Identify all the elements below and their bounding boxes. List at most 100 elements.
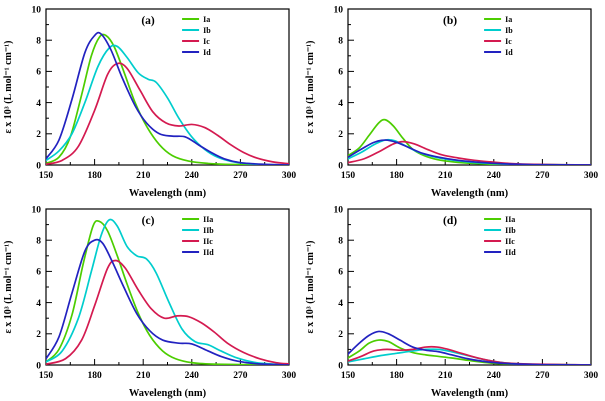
- curve-Id: [348, 139, 591, 165]
- legend-label-IIc: IIc: [203, 237, 213, 246]
- x-axis-label: Wavelength (nm): [129, 188, 207, 199]
- x-tick-label: 210: [136, 371, 151, 381]
- x-tick-label: 210: [438, 371, 453, 381]
- y-tick-label: 6: [338, 68, 343, 78]
- legend-label-IId: IId: [505, 248, 516, 257]
- y-tick-label: 0: [338, 161, 343, 171]
- y-tick-label: 0: [338, 361, 343, 371]
- curve-IId: [348, 330, 591, 365]
- y-axis-label: ε x 10³ (L mol⁻¹ cm⁻¹): [3, 41, 14, 134]
- chart-panel-c: 150 180 210 240 270 300 0 2 4 6 8 10 Wavelength (nm)…: [3, 205, 297, 399]
- legend-label-Ib: Ib: [203, 26, 211, 35]
- curve-IIc: [348, 345, 591, 365]
- legend-label-Ic: Ic: [203, 37, 210, 46]
- curve-IIc: [46, 259, 289, 365]
- x-tick-label: 240: [487, 171, 502, 181]
- y-tick-label: 6: [338, 268, 343, 278]
- panel-b: 150 180 210 240 270 300 0 2 4 6 8 10 Wavelength (nm)…: [302, 0, 604, 200]
- y-tick-label: 8: [338, 37, 343, 47]
- y-tick-label: 2: [338, 330, 343, 340]
- y-tick-label: 2: [338, 130, 343, 140]
- x-tick-label: 180: [87, 371, 102, 381]
- panel-label: (d): [443, 215, 457, 227]
- y-tick-label: 2: [36, 130, 41, 140]
- legend-label-IId: IId: [203, 248, 214, 257]
- legend-label-Ic: Ic: [505, 37, 512, 46]
- curve-IIa: [46, 219, 289, 365]
- y-tick-label: 0: [36, 161, 41, 171]
- x-tick-label: 180: [87, 171, 102, 181]
- legend-label-IIc: IIc: [505, 237, 515, 246]
- y-tick-label: 4: [338, 299, 343, 309]
- curves-group: [46, 218, 289, 365]
- x-tick-label: 270: [233, 171, 248, 181]
- x-tick-label: 180: [389, 171, 404, 181]
- x-axis-label: Wavelength (nm): [431, 188, 509, 199]
- x-axis-label: Wavelength (nm): [129, 388, 207, 399]
- x-tick-label: 150: [341, 171, 356, 181]
- x-tick-label: 300: [584, 371, 599, 381]
- panel-label: (b): [443, 15, 457, 27]
- panel-a: 150 180 210 240 270 300 0 2 4 6 8 10 Wavelength (nm)…: [0, 0, 302, 200]
- y-tick-label: 10: [334, 5, 344, 15]
- x-tick-label: 210: [438, 171, 453, 181]
- curves-group: [348, 330, 591, 365]
- x-axis-label: Wavelength (nm): [431, 388, 509, 399]
- curves-group: [348, 118, 591, 165]
- legend-label-IIb: IIb: [505, 226, 516, 235]
- plot-frame: [45, 8, 290, 166]
- y-axis-label: ε x 10³ (L mol⁻¹ cm⁻¹): [3, 241, 14, 334]
- legend-label-Id: Id: [203, 48, 211, 57]
- x-tick-label: 240: [185, 171, 200, 181]
- y-axis-label: ε x 10³ (L mol⁻¹ cm⁻¹): [305, 41, 316, 134]
- y-tick-label: 0: [36, 361, 41, 371]
- y-axis-label: ε x 10³ (L mol⁻¹ cm⁻¹): [305, 241, 316, 334]
- y-tick-label: 6: [36, 268, 41, 278]
- x-tick-label: 210: [136, 171, 151, 181]
- legend-label-Ib: Ib: [505, 26, 513, 35]
- panel-c: 150 180 210 240 270 300 0 2 4 6 8 10 Wavelength (nm)…: [0, 200, 302, 400]
- chart-panel-b: 150 180 210 240 270 300 0 2 4 6 8 10 Wavelength (nm)…: [305, 5, 599, 199]
- curves-group: [46, 31, 289, 165]
- plot-frame: [347, 8, 592, 166]
- x-tick-label: 300: [282, 171, 297, 181]
- y-tick-label: 8: [36, 37, 41, 47]
- curve-Ib: [46, 44, 289, 165]
- panel-label: (c): [142, 215, 155, 227]
- y-tick-label: 10: [334, 205, 344, 215]
- chart-panel-d: 150 180 210 240 270 300 0 2 4 6 8 10 Wavelength (nm)…: [305, 205, 599, 399]
- legend-label-IIa: IIa: [203, 215, 213, 224]
- x-tick-label: 270: [535, 371, 550, 381]
- y-tick-label: 8: [338, 237, 343, 247]
- y-tick-label: 4: [338, 99, 343, 109]
- x-tick-label: 180: [389, 371, 404, 381]
- curve-IIb: [46, 218, 289, 365]
- y-tick-label: 4: [36, 99, 41, 109]
- x-tick-label: 150: [341, 371, 356, 381]
- legend-label-IIb: IIb: [203, 226, 214, 235]
- x-tick-label: 270: [535, 171, 550, 181]
- curve-IIa: [348, 339, 591, 365]
- x-tick-label: 270: [233, 371, 248, 381]
- x-tick-label: 240: [185, 371, 200, 381]
- plot-frame: [347, 208, 592, 366]
- curve-Ia: [348, 118, 591, 165]
- legend-label-Id: Id: [505, 48, 513, 57]
- legend-label-Ia: Ia: [505, 15, 512, 24]
- panel-d: 150 180 210 240 270 300 0 2 4 6 8 10 Wavelength (nm)…: [302, 200, 604, 400]
- x-tick-label: 300: [282, 371, 297, 381]
- curve-Ia: [46, 33, 289, 165]
- curve-Ic: [46, 62, 289, 165]
- y-tick-label: 4: [36, 299, 41, 309]
- y-tick-label: 6: [36, 68, 41, 78]
- y-tick-label: 10: [32, 205, 42, 215]
- x-tick-label: 300: [584, 171, 599, 181]
- x-tick-label: 150: [39, 171, 54, 181]
- legend-label-Ia: Ia: [203, 15, 210, 24]
- curve-Id: [46, 31, 289, 165]
- y-tick-label: 10: [32, 5, 42, 15]
- chart-panel-a: 150 180 210 240 270 300 0 2 4 6 8 10 Wavelength (nm)…: [3, 5, 297, 199]
- legend-label-IIa: IIa: [505, 215, 515, 224]
- y-tick-label: 8: [36, 237, 41, 247]
